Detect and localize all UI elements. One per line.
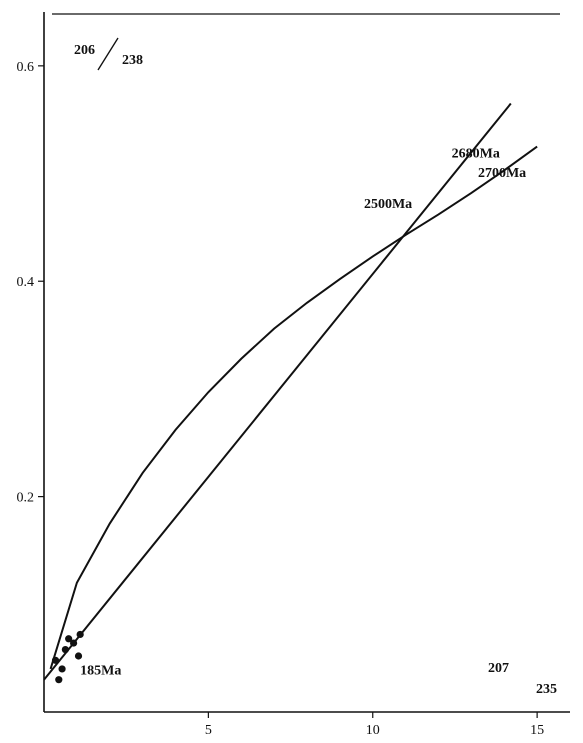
- x-tick-label: 15: [530, 723, 544, 738]
- y-axis-label-denominator: 238: [122, 53, 143, 68]
- ticks: 5 10 15 0.2 0.4 0.6: [17, 60, 545, 738]
- x-axis-label-denominator: 235: [536, 682, 557, 697]
- sample-point: [76, 630, 84, 639]
- sample-point: [51, 656, 60, 664]
- y-axis-label-numerator: 206: [74, 43, 95, 58]
- concordia-curve: [49, 145, 538, 670]
- sample-point: [74, 652, 83, 660]
- labels: 206 238 207 235 2500Ma 2680Ma 2700Ma 185Ma: [74, 37, 557, 697]
- age-label: 2500Ma: [364, 197, 412, 212]
- axes: [43, 12, 570, 713]
- y-axis-label-slash: [97, 37, 119, 71]
- sample-point: [58, 665, 66, 673]
- y-tick-label: 0.6: [17, 60, 35, 75]
- sample-point: [69, 639, 78, 647]
- age-label: 185Ma: [80, 663, 121, 678]
- y-tick-label: 0.2: [17, 491, 35, 506]
- data-points: [51, 630, 84, 684]
- discordia-line: [43, 102, 512, 681]
- curves: [43, 102, 538, 681]
- age-label: 2700Ma: [478, 166, 526, 181]
- age-label: 2680Ma: [452, 146, 500, 161]
- x-tick-label: 5: [205, 723, 212, 738]
- sample-point: [65, 635, 73, 643]
- sample-point: [61, 645, 69, 654]
- sample-point: [55, 676, 63, 684]
- x-axis-label-numerator: 207: [488, 661, 509, 676]
- y-tick-label: 0.4: [17, 275, 35, 290]
- x-tick-label: 10: [366, 723, 380, 738]
